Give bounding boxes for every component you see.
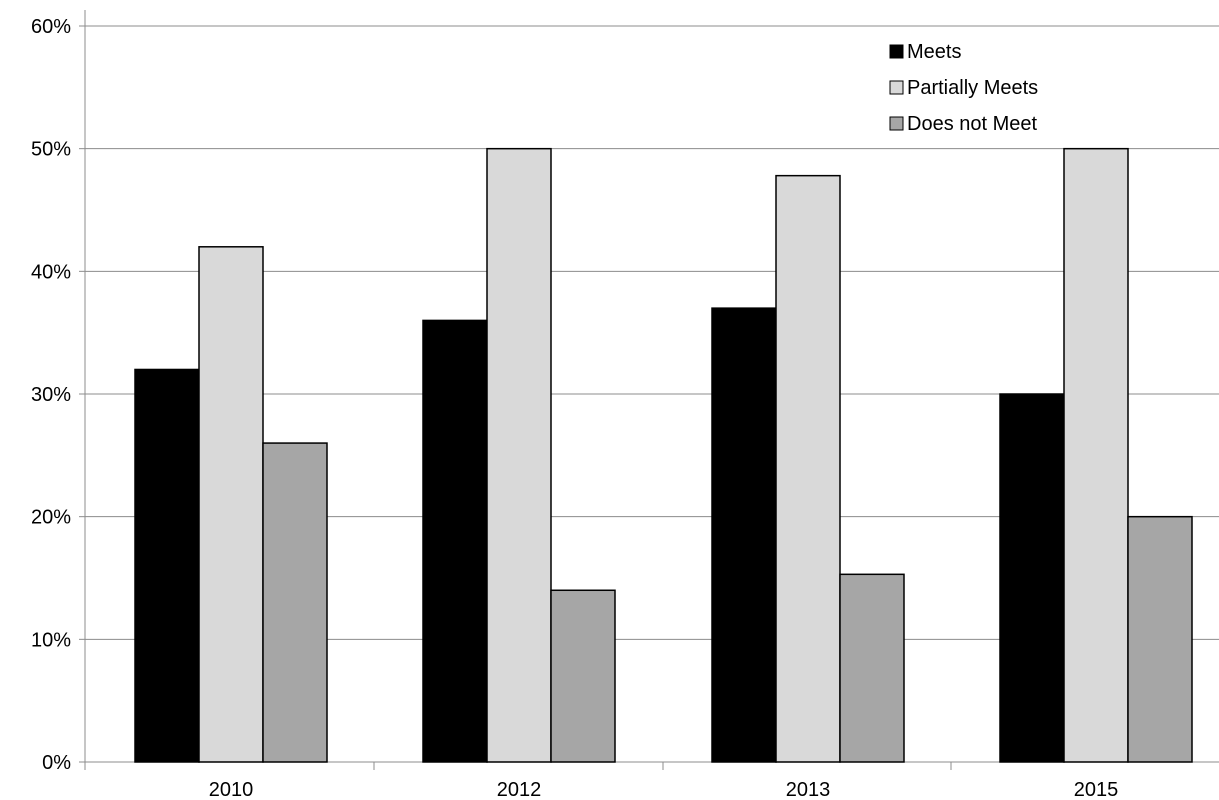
bars [134, 147, 1193, 763]
bar-does-not-meet-2012 [550, 589, 616, 763]
y-tick-labels: 0% 10% 20% 30% 40% 50% 60% [31, 16, 71, 774]
y-tick-label: 60% [31, 16, 71, 38]
bar-meets-2012 [422, 319, 488, 763]
x-tick-label: 2010 [209, 779, 254, 800]
bar-partially-meets-2012 [486, 147, 552, 763]
legend-swatch [889, 116, 904, 131]
bar-meets-2013 [711, 307, 777, 763]
x-tick-labels: 2010 2012 2013 2015 [209, 779, 1119, 800]
bar-does-not-meet-2013 [839, 573, 905, 763]
legend-label: Meets [907, 41, 961, 63]
legend-label: Does not Meet [907, 113, 1038, 135]
bar-meets-2015 [999, 393, 1065, 763]
x-tick-label: 2012 [497, 779, 542, 800]
bar-partially-meets-2015 [1063, 147, 1129, 763]
bar-meets-2010 [134, 368, 200, 763]
bar-does-not-meet-2015 [1127, 515, 1193, 763]
bar-partially-meets-2010 [198, 246, 264, 763]
y-tick-label: 20% [31, 507, 71, 529]
y-tick-label: 50% [31, 139, 71, 161]
y-tick-label: 40% [31, 261, 71, 283]
y-tick-label: 0% [42, 752, 71, 774]
legend-label: Partially Meets [907, 77, 1038, 99]
legend-swatch [889, 80, 904, 95]
x-tick-label: 2015 [1074, 779, 1119, 800]
x-tick-label: 2013 [786, 779, 831, 800]
legend: Meets Partially Meets Does not Meet [889, 41, 1038, 135]
y-tick-label: 10% [31, 629, 71, 651]
legend-swatch [889, 44, 904, 59]
bar-does-not-meet-2010 [262, 442, 328, 763]
bar-partially-meets-2013 [775, 174, 841, 763]
y-tick-label: 30% [31, 384, 71, 406]
